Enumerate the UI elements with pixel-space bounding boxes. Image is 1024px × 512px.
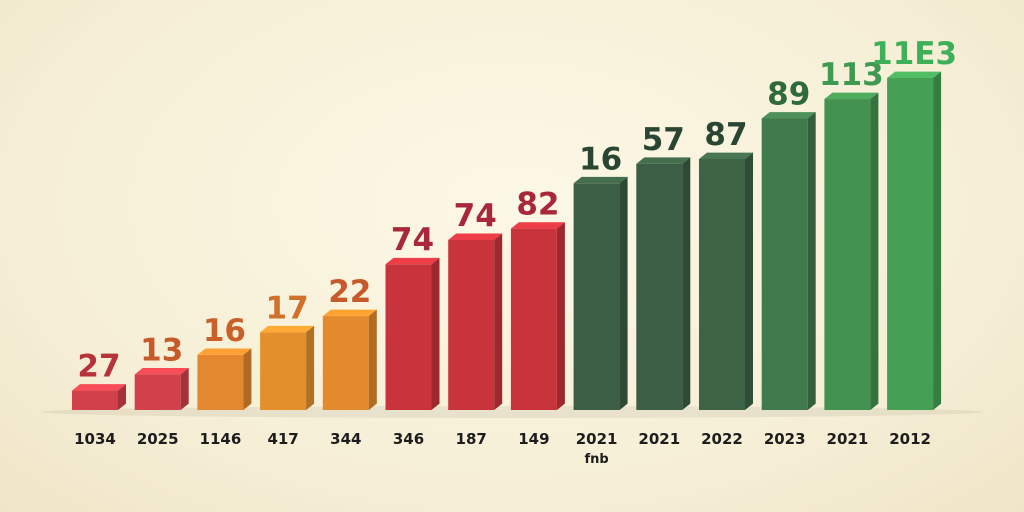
bar-side-11 [745, 152, 753, 410]
bar-3 [197, 354, 244, 410]
category-label-10: 2021 [638, 430, 680, 448]
category-labels-group: 1034 2025 1146 417 344 346 187 149 2021 fnb 2021 20… [74, 430, 931, 467]
value-label-1: 27 [77, 349, 120, 385]
value-label-10: 57 [642, 122, 685, 158]
value-label-5: 22 [328, 274, 371, 310]
bar-top-4 [260, 325, 315, 333]
bar-top-6 [385, 257, 440, 265]
value-label-4: 17 [266, 290, 309, 326]
bar-4 [260, 332, 307, 410]
bar-side-7 [494, 233, 503, 410]
category-label-5: 344 [330, 430, 361, 448]
category-label-6: 346 [393, 430, 424, 448]
bar-top-9 [573, 176, 628, 184]
bar-side-13 [870, 92, 879, 410]
category-label-9: 2021 [576, 430, 618, 448]
bar-12 [761, 118, 808, 411]
bar-5 [322, 316, 369, 410]
value-label-12: 89 [767, 76, 810, 112]
category-label-7: 187 [456, 430, 487, 448]
bar-6 [385, 264, 432, 410]
bar-top-11 [699, 152, 753, 159]
bar-top-5 [322, 309, 377, 317]
value-label-3: 16 [203, 313, 246, 349]
value-label-8: 82 [516, 187, 559, 223]
category-label-11: 2022 [701, 430, 743, 448]
bar-side-2 [180, 367, 189, 410]
bar-side-9 [619, 176, 628, 410]
bar-top-1 [72, 384, 126, 391]
bar-2 [134, 374, 181, 410]
category-label-2: 2025 [137, 430, 179, 448]
value-label-7: 74 [454, 198, 497, 234]
bar-side-3 [243, 348, 252, 410]
bar-top-8 [510, 222, 565, 229]
value-label-6: 74 [391, 222, 434, 258]
category-label-14: 2012 [889, 430, 931, 448]
bar-side-8 [556, 222, 565, 410]
bar-10 [636, 163, 683, 410]
bar-top-12 [761, 112, 816, 119]
category-label-1: 1034 [74, 430, 116, 448]
bar-top-3 [197, 348, 252, 355]
bar-8 [510, 228, 557, 410]
category-label-12: 2023 [764, 430, 806, 448]
bar-side-4 [306, 325, 315, 410]
category-label-13: 2021 [827, 430, 869, 448]
value-label-13: 113 [819, 57, 884, 93]
category-label-4: 417 [267, 430, 298, 448]
bar-side-5 [368, 309, 377, 410]
bar-7 [448, 239, 495, 410]
bar-side-1 [118, 384, 126, 410]
value-label-14: 11E3 [871, 36, 957, 72]
bar-13 [824, 99, 871, 411]
bar-side-14 [933, 71, 942, 410]
bar-top-10 [636, 157, 691, 164]
bar-side-12 [807, 112, 816, 411]
value-label-9: 16 [579, 141, 622, 177]
value-label-11: 87 [704, 117, 747, 153]
bar-top-7 [448, 233, 503, 240]
category-sublabel-9: fnb [584, 452, 608, 467]
bar-9 [573, 183, 620, 410]
bar-1 [72, 390, 118, 410]
category-label-8: 149 [518, 430, 549, 448]
category-label-3: 1146 [200, 430, 242, 448]
bar-11 [699, 158, 745, 410]
value-label-2: 13 [140, 332, 183, 368]
bar-top-14 [887, 71, 942, 78]
bars-group [42, 71, 982, 418]
bar-top-13 [824, 92, 879, 100]
bar-top-2 [134, 367, 189, 375]
bar-side-6 [431, 257, 440, 410]
bar-14 [887, 78, 934, 410]
bar-side-10 [682, 157, 691, 410]
